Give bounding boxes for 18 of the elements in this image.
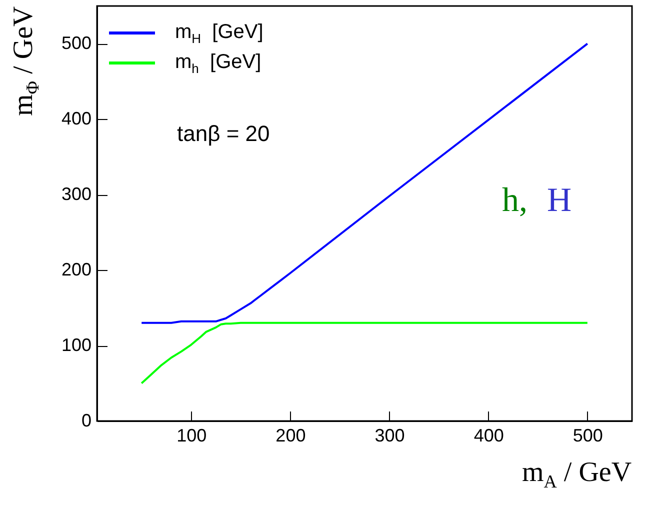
legend-label: m$_{H}$ [GeV] [175, 20, 264, 46]
x-axis-title: m$_{A}$ / GeV [522, 457, 632, 492]
x-tick-label: 200 [276, 426, 306, 446]
annotation: tanβ = 20 [177, 121, 270, 146]
y-tick-label: 500 [61, 33, 92, 54]
annotation: h, H [502, 182, 572, 219]
y-tick-label: 200 [61, 260, 92, 280]
x-tick-label: 100 [176, 426, 207, 446]
legend-label: m$_{h}$ [GeV] [175, 50, 262, 76]
line-series [140, 322, 588, 384]
x-tick-label: 400 [474, 426, 504, 446]
x-tick-label: 500 [572, 426, 603, 446]
line-series [140, 42, 588, 324]
y-tick-label: 400 [61, 108, 92, 129]
y-tick-label: 300 [61, 184, 92, 204]
y-tick-label: 0 [81, 410, 92, 430]
y-tick-label: 100 [61, 335, 92, 356]
x-tick-label: 300 [374, 426, 405, 446]
